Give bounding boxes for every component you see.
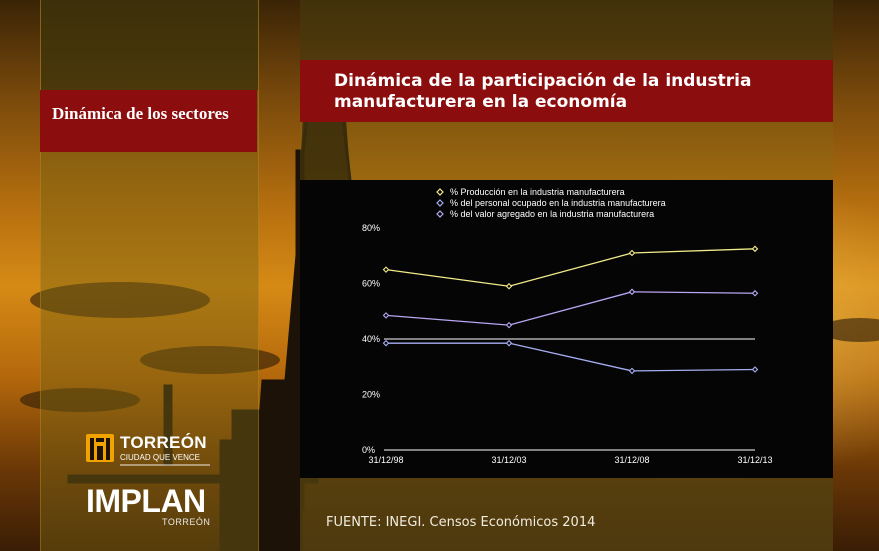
data-point — [628, 249, 636, 257]
y-tick-label: 60% — [362, 279, 380, 289]
x-tick-label: 31/12/08 — [614, 455, 649, 465]
left-panel-top — [41, 0, 258, 90]
legend-marker — [436, 210, 444, 218]
section-title: Dinámica de los sectores — [40, 90, 257, 152]
legend-label: % Producción en la industria manufacture… — [450, 187, 625, 197]
legend-marker — [436, 188, 444, 196]
data-point — [505, 321, 513, 329]
x-tick-label: 31/12/98 — [368, 455, 403, 465]
data-point — [382, 339, 390, 347]
data-point — [751, 366, 759, 373]
data-point — [382, 266, 390, 273]
y-tick-label: 20% — [362, 390, 380, 400]
y-tick-label: 0% — [362, 445, 375, 455]
data-point — [505, 339, 513, 347]
legend-marker — [436, 199, 444, 207]
y-tick-label: 80% — [362, 223, 380, 233]
line-chart: % Producción en la industria manufacture… — [362, 187, 773, 465]
legend-label: % del personal ocupado en la industria m… — [450, 198, 666, 208]
x-tick-label: 31/12/13 — [737, 455, 772, 465]
left-panel — [40, 0, 259, 551]
source-note: FUENTE: INEGI. Censos Económicos 2014 — [326, 515, 596, 530]
series-line — [386, 342, 756, 372]
data-point — [751, 245, 759, 253]
center-band-top — [300, 0, 833, 60]
implan-subtitle: TORREÓN — [162, 517, 211, 527]
city-name: TORREÓN — [120, 433, 207, 452]
chart-panel: % Producción en la industria manufacture… — [300, 180, 833, 478]
data-point — [628, 288, 636, 296]
data-point — [382, 312, 390, 319]
series-line — [385, 291, 756, 326]
x-tick-label: 31/12/03 — [491, 455, 526, 465]
city-tagline: CIUDAD QUE VENCE — [120, 453, 201, 462]
page-title: Dinámica de la participación de la indus… — [300, 60, 833, 122]
torreon-tower-icon — [86, 434, 114, 462]
series-line — [385, 248, 756, 287]
data-point — [751, 289, 759, 297]
logo-fine-print — [120, 464, 210, 466]
legend-label: % del valor agregado en la industria man… — [450, 209, 654, 219]
implan-logo: IMPLAN — [86, 483, 206, 519]
data-point — [505, 282, 513, 290]
data-point — [628, 367, 636, 375]
y-tick-label: 40% — [362, 334, 380, 344]
